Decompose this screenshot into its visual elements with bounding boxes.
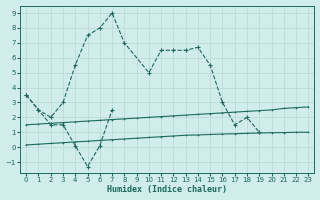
X-axis label: Humidex (Indice chaleur): Humidex (Indice chaleur) bbox=[107, 185, 227, 194]
